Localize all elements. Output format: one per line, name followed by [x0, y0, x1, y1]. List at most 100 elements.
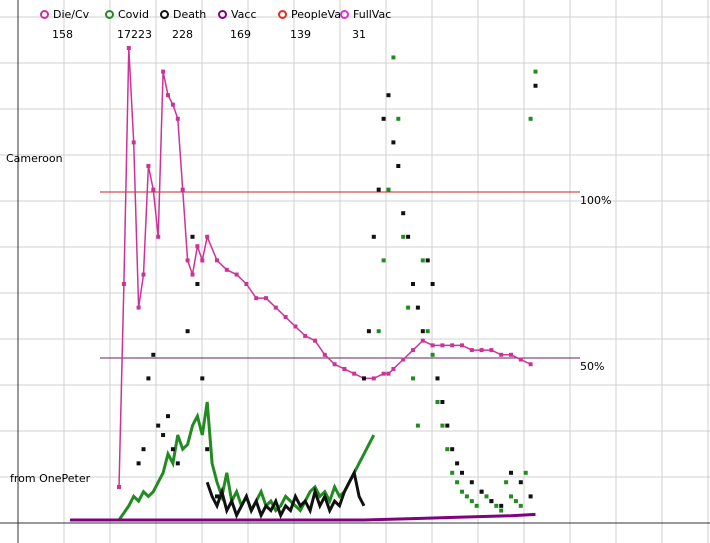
- data-point-covid-spikes: [430, 352, 435, 357]
- data-point-death: [146, 376, 151, 381]
- data-point-death: [430, 282, 435, 286]
- series-line-vacc: [70, 512, 536, 522]
- data-point-die-cv: [420, 338, 425, 343]
- legend-item-death: Death: [160, 8, 206, 21]
- data-point-death: [381, 116, 386, 121]
- data-point-covid-spikes: [381, 258, 386, 263]
- legend-item-covid: Covid: [105, 8, 149, 21]
- data-point-die-cv: [156, 234, 161, 239]
- legend-item-die-cv: Die/Cv: [40, 8, 89, 21]
- data-point-death: [200, 376, 205, 381]
- data-point-death: [386, 93, 391, 98]
- data-point-death: [151, 352, 156, 357]
- data-point-die-cv: [509, 352, 513, 357]
- data-point-death: [391, 140, 396, 145]
- data-point-covid-spikes: [494, 503, 499, 508]
- data-point-covid-spikes: [509, 494, 513, 499]
- data-point-covid-spikes: [386, 187, 391, 192]
- legend-label: Covid: [118, 8, 149, 21]
- data-point-covid-spikes: [513, 499, 518, 504]
- data-point-die-cv: [244, 282, 249, 286]
- data-point-die-cv: [205, 234, 210, 239]
- legend-marker-icon: [278, 10, 287, 19]
- data-point-die-cv: [121, 282, 126, 286]
- data-point-die-cv: [518, 357, 523, 362]
- data-point-death: [420, 329, 425, 334]
- series-line-death-line: [205, 468, 366, 520]
- data-point-die-cv: [401, 357, 406, 362]
- data-point-die-cv: [180, 187, 185, 192]
- legend-item-peopleva: PeopleVa: [278, 8, 341, 21]
- legend-value: 158: [52, 28, 73, 41]
- data-point-death: [440, 400, 445, 404]
- legend-marker-icon: [40, 10, 49, 19]
- data-point-death: [479, 489, 484, 494]
- data-point-covid-spikes: [455, 480, 460, 485]
- data-point-die-cv: [195, 244, 200, 249]
- data-point-death: [528, 494, 533, 499]
- data-point-die-cv: [234, 272, 239, 277]
- data-point-die-cv: [224, 267, 229, 272]
- data-point-death: [533, 83, 538, 88]
- data-point-death: [215, 494, 219, 499]
- data-point-die-cv: [170, 102, 175, 107]
- data-point-death: [396, 164, 401, 168]
- data-point-die-cv: [215, 258, 219, 263]
- legend-label: Die/Cv: [53, 8, 90, 21]
- data-point-covid-spikes: [435, 400, 440, 404]
- data-point-covid-spikes: [376, 329, 381, 334]
- data-point-death: [376, 187, 381, 192]
- data-point-die-cv: [117, 484, 121, 489]
- data-point-die-cv: [126, 46, 131, 50]
- data-point-death: [141, 447, 146, 452]
- data-point-die-cv: [528, 362, 533, 367]
- data-point-die-cv: [200, 258, 205, 263]
- data-point-death: [411, 282, 415, 286]
- data-point-die-cv: [185, 258, 190, 263]
- legend-label: Vacc: [231, 8, 257, 21]
- data-point-death: [185, 329, 190, 334]
- legend-value: 17223: [117, 28, 152, 41]
- legend-label: FullVac: [353, 8, 392, 21]
- data-point-death: [415, 305, 420, 310]
- legend-label: Death: [173, 8, 207, 21]
- data-point-die-cv: [161, 69, 166, 74]
- ref-label-50: 50%: [580, 360, 605, 373]
- data-point-die-cv: [273, 305, 278, 310]
- data-point-death: [406, 234, 411, 239]
- source-label: from OnePeter: [10, 472, 91, 485]
- data-point-death: [460, 470, 464, 475]
- data-point-death: [455, 461, 460, 466]
- data-point-die-cv: [342, 366, 347, 371]
- data-point-die-cv: [391, 366, 396, 371]
- data-point-covid-spikes: [518, 503, 523, 508]
- data-point-die-cv: [303, 333, 308, 338]
- legend-label: PeopleVa: [291, 8, 341, 21]
- data-point-die-cv: [352, 371, 357, 376]
- data-point-covid-spikes: [445, 447, 450, 452]
- data-point-death: [435, 376, 440, 381]
- legend-value: 169: [230, 28, 251, 41]
- data-point-covid-spikes: [474, 503, 479, 508]
- legend-value: 31: [352, 28, 366, 41]
- data-point-death: [450, 447, 455, 452]
- data-point-death: [166, 414, 170, 419]
- data-point-die-cv: [479, 348, 484, 353]
- data-point-die-cv: [254, 296, 259, 301]
- data-point-covid-spikes: [440, 423, 445, 428]
- data-point-covid-spikes: [460, 489, 464, 494]
- data-point-covid-spikes: [401, 234, 406, 239]
- data-point-die-cv: [190, 272, 195, 277]
- ref-label-100: 100%: [580, 194, 612, 207]
- data-point-die-cv: [332, 362, 337, 367]
- data-point-die-cv: [386, 371, 391, 376]
- data-point-covid-spikes: [420, 258, 425, 263]
- data-point-death: [161, 433, 166, 438]
- data-point-die-cv: [293, 324, 298, 329]
- data-point-death: [195, 282, 200, 286]
- data-point-die-cv: [264, 296, 268, 301]
- data-point-death: [509, 470, 513, 475]
- data-point-covid-spikes: [499, 508, 504, 513]
